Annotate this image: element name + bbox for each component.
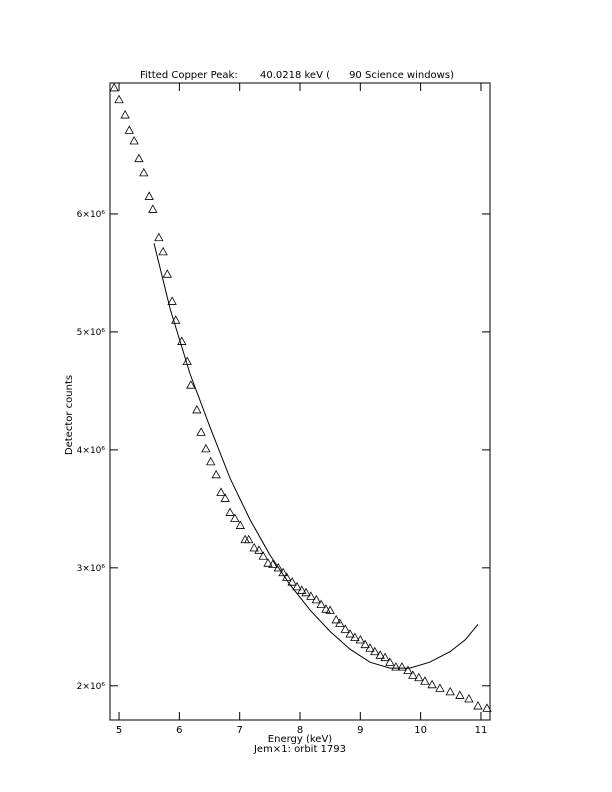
y-tick-label: 2×10⁶ (77, 682, 106, 692)
data-point (206, 456, 216, 466)
data-point (375, 650, 385, 659)
data-point (192, 404, 202, 414)
data-point (360, 639, 370, 649)
data-point (139, 167, 149, 177)
x-tick-label: 6 (176, 725, 182, 736)
data-point (225, 507, 235, 516)
data-point (201, 443, 211, 453)
x-tick-label: 11 (475, 725, 488, 736)
data-point (162, 269, 172, 278)
data-point (249, 542, 259, 552)
y-tick-label: 5×10⁶ (77, 328, 106, 338)
chart-title: Fitted Copper Peak: 40.0218 keV ( 90 Sci… (140, 70, 454, 81)
data-point (482, 703, 492, 712)
x-tick-label: 5 (116, 725, 122, 736)
data-point (306, 591, 316, 600)
data-point (297, 585, 307, 594)
data-point (414, 672, 424, 682)
data-point (216, 487, 226, 496)
y-tick-label: 4×10⁶ (77, 446, 106, 456)
data-point (420, 676, 430, 685)
data-point (134, 153, 144, 163)
data-point (403, 665, 413, 675)
data-point (445, 686, 455, 696)
data-point (114, 94, 124, 104)
data-point (325, 605, 335, 614)
data-point (455, 690, 465, 699)
data-point (158, 246, 168, 256)
data-point (154, 232, 164, 242)
data-point (129, 135, 139, 145)
data-point (345, 629, 355, 638)
subtitle: Jem×1: orbit 1793 (253, 744, 346, 755)
data-point (167, 296, 177, 305)
data-point (263, 558, 273, 567)
data-point (350, 632, 360, 642)
data-point (268, 559, 278, 568)
data-point (292, 581, 302, 591)
data-point (220, 493, 230, 502)
x-tick-label: 10 (414, 725, 427, 736)
x-tick-label: 7 (236, 725, 242, 736)
data-point (316, 599, 326, 608)
data-point (124, 125, 134, 134)
data-point (464, 693, 474, 703)
data-point (211, 469, 221, 479)
data-point (109, 82, 119, 92)
data-point (340, 624, 350, 633)
data-point (258, 551, 268, 560)
data-point (427, 679, 437, 689)
x-tick-label: 8 (297, 725, 303, 736)
data-point (254, 545, 264, 554)
y-axis-title: Detector counts (64, 375, 75, 455)
data-point (391, 662, 401, 671)
fit-line (153, 243, 479, 669)
data-point (380, 652, 390, 662)
data-point (301, 587, 311, 597)
data-point (365, 643, 375, 652)
data-point (435, 683, 445, 692)
data-point (144, 191, 154, 200)
data-point (397, 662, 407, 671)
data-point (335, 618, 345, 627)
data-point (321, 604, 331, 613)
x-tick-label: 9 (357, 725, 363, 736)
data-point (385, 657, 395, 666)
data-point (370, 646, 380, 656)
data-point (148, 204, 158, 213)
data-point (235, 520, 245, 529)
data-point (408, 670, 418, 679)
x-axis-title: Energy (keV) (268, 734, 333, 745)
data-point (244, 534, 254, 544)
data-point (196, 427, 206, 436)
data-point (186, 380, 196, 389)
data-point (331, 614, 341, 624)
data-point (473, 701, 483, 710)
y-tick-label: 3×10⁶ (77, 564, 106, 574)
data-point (230, 513, 240, 522)
y-tick-label: 6×10⁶ (77, 210, 106, 220)
data-point (355, 634, 365, 644)
data-point (311, 594, 321, 604)
data-point (273, 563, 283, 572)
data-point (120, 110, 130, 119)
data-point (287, 577, 297, 586)
